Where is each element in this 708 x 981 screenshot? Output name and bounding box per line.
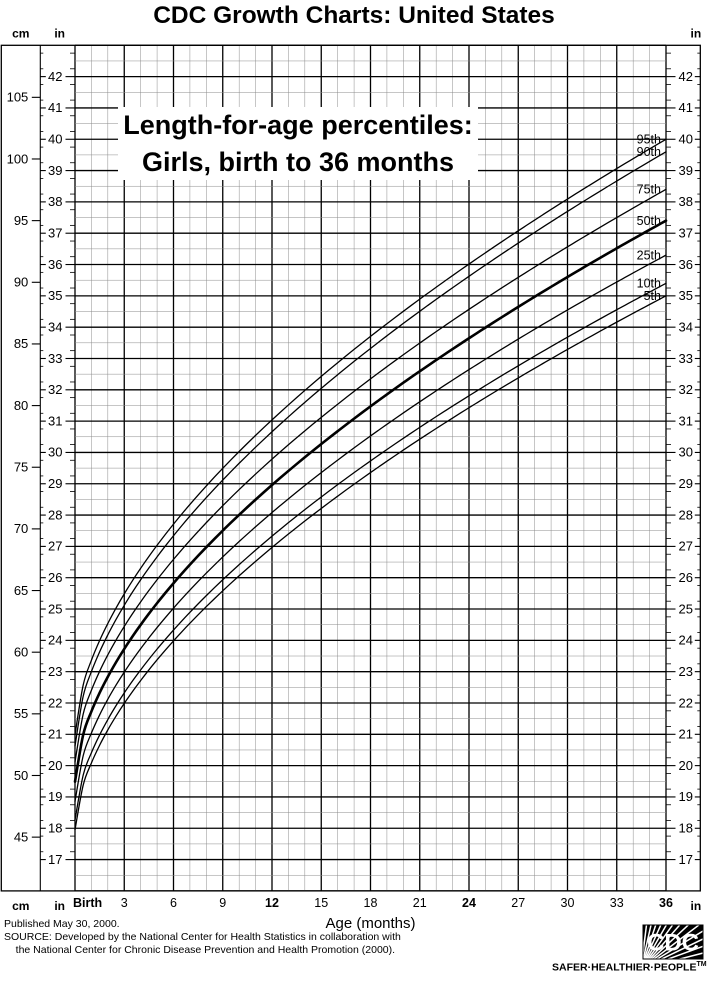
svg-text:24: 24 — [462, 896, 476, 910]
svg-text:9: 9 — [219, 896, 226, 910]
svg-text:CDC: CDC — [647, 929, 699, 956]
svg-text:50: 50 — [14, 768, 28, 783]
svg-text:85: 85 — [14, 336, 28, 351]
svg-text:10th: 10th — [637, 277, 661, 291]
svg-text:45: 45 — [14, 829, 28, 844]
svg-text:75: 75 — [14, 460, 28, 475]
svg-text:31: 31 — [48, 413, 62, 428]
svg-text:30: 30 — [679, 445, 693, 460]
svg-text:32: 32 — [48, 382, 62, 397]
svg-text:70: 70 — [14, 521, 28, 536]
svg-text:33: 33 — [679, 351, 693, 366]
svg-text:33: 33 — [48, 351, 62, 366]
svg-text:25: 25 — [48, 601, 62, 616]
svg-text:39: 39 — [679, 163, 693, 178]
svg-text:24: 24 — [48, 633, 62, 648]
svg-text:21: 21 — [413, 896, 427, 910]
svg-text:65: 65 — [14, 583, 28, 598]
svg-text:100: 100 — [7, 151, 29, 166]
svg-text:75th: 75th — [637, 183, 661, 197]
svg-text:95: 95 — [14, 213, 28, 228]
svg-text:in: in — [691, 899, 702, 913]
svg-text:33: 33 — [610, 896, 624, 910]
svg-text:29: 29 — [48, 476, 62, 491]
svg-text:18: 18 — [48, 821, 62, 836]
svg-text:28: 28 — [48, 507, 62, 522]
svg-text:Birth: Birth — [73, 896, 102, 910]
svg-text:35: 35 — [48, 288, 62, 303]
svg-text:25: 25 — [679, 601, 693, 616]
svg-text:38: 38 — [679, 194, 693, 209]
svg-text:30: 30 — [561, 896, 575, 910]
svg-text:19: 19 — [679, 789, 693, 804]
svg-text:12: 12 — [265, 896, 279, 910]
svg-text:24: 24 — [679, 633, 693, 648]
svg-text:41: 41 — [679, 100, 693, 115]
svg-text:20: 20 — [48, 758, 62, 773]
svg-text:26: 26 — [679, 570, 693, 585]
svg-text:36: 36 — [679, 257, 693, 272]
svg-text:23: 23 — [48, 664, 62, 679]
svg-text:60: 60 — [14, 644, 28, 659]
svg-text:90: 90 — [14, 275, 28, 290]
svg-text:50th: 50th — [637, 214, 661, 228]
svg-text:in: in — [54, 899, 65, 913]
svg-text:42: 42 — [679, 69, 693, 84]
svg-text:34: 34 — [48, 319, 62, 334]
svg-text:55: 55 — [14, 706, 28, 721]
svg-text:31: 31 — [679, 413, 693, 428]
svg-text:21: 21 — [679, 727, 693, 742]
svg-text:22: 22 — [48, 695, 62, 710]
svg-text:40: 40 — [679, 132, 693, 147]
svg-text:95th: 95th — [637, 133, 661, 147]
svg-text:90th: 90th — [637, 145, 661, 159]
svg-text:17: 17 — [679, 852, 693, 867]
svg-text:15: 15 — [314, 896, 328, 910]
svg-text:3: 3 — [121, 896, 128, 910]
svg-text:36: 36 — [48, 257, 62, 272]
svg-text:30: 30 — [48, 445, 62, 460]
svg-text:37: 37 — [679, 226, 693, 241]
svg-text:29: 29 — [679, 476, 693, 491]
svg-text:36: 36 — [659, 896, 673, 910]
svg-text:20: 20 — [679, 758, 693, 773]
svg-text:22: 22 — [679, 695, 693, 710]
svg-text:35: 35 — [679, 288, 693, 303]
svg-text:41: 41 — [48, 100, 62, 115]
svg-text:80: 80 — [14, 398, 28, 413]
svg-text:37: 37 — [48, 226, 62, 241]
svg-text:42: 42 — [48, 69, 62, 84]
svg-text:38: 38 — [48, 194, 62, 209]
svg-text:105: 105 — [7, 90, 29, 105]
svg-text:19: 19 — [48, 789, 62, 804]
svg-text:32: 32 — [679, 382, 693, 397]
svg-text:18: 18 — [364, 896, 378, 910]
svg-text:6: 6 — [170, 896, 177, 910]
svg-text:34: 34 — [679, 319, 693, 334]
svg-text:23: 23 — [679, 664, 693, 679]
svg-text:21: 21 — [48, 727, 62, 742]
svg-text:cm: cm — [12, 899, 29, 913]
svg-text:39: 39 — [48, 163, 62, 178]
svg-text:25th: 25th — [637, 248, 661, 262]
svg-text:27: 27 — [48, 539, 62, 554]
svg-text:18: 18 — [679, 821, 693, 836]
svg-text:17: 17 — [48, 852, 62, 867]
svg-text:28: 28 — [679, 507, 693, 522]
svg-text:27: 27 — [679, 539, 693, 554]
svg-text:26: 26 — [48, 570, 62, 585]
svg-text:27: 27 — [511, 896, 525, 910]
svg-text:40: 40 — [48, 132, 62, 147]
